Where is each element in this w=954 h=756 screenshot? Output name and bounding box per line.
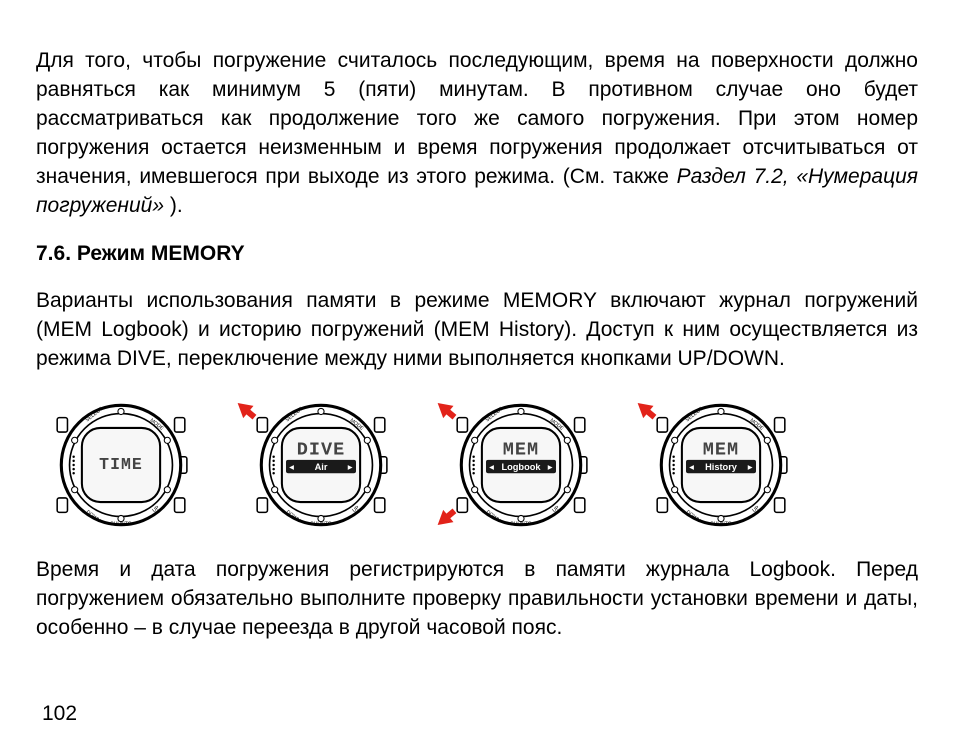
paragraph-1b: ). bbox=[164, 194, 183, 217]
watch-icon: SELECT MODE DOWN UP SUUNTO MEM ◂▸ Histor… bbox=[641, 395, 801, 535]
svg-text:SUUNTO: SUUNTO bbox=[510, 521, 532, 527]
svg-text:History: History bbox=[705, 462, 738, 472]
watch-1: SELECT MODE DOWN UP SUUNTO DIVE ◂▸ Air bbox=[236, 395, 406, 535]
svg-text:SUUNTO: SUUNTO bbox=[110, 521, 132, 527]
section-heading: 7.6. Режим MEMORY bbox=[36, 242, 918, 266]
watch-icon: SELECT MODE DOWN UP SUUNTO DIVE ◂▸ Air bbox=[241, 395, 401, 535]
watch-icon: SELECT MODE DOWN UP SUUNTO MEM ◂▸ Logboo… bbox=[441, 395, 601, 535]
paragraph-1: Для того, чтобы погружение считалось пос… bbox=[36, 47, 918, 221]
svg-text:MEM: MEM bbox=[503, 439, 539, 460]
svg-text:◂: ◂ bbox=[489, 462, 494, 472]
svg-text:Logbook: Logbook bbox=[501, 462, 541, 472]
svg-text:▸: ▸ bbox=[748, 462, 753, 472]
svg-text:◂: ◂ bbox=[689, 462, 694, 472]
svg-text:SUUNTO: SUUNTO bbox=[710, 521, 732, 527]
page-number: 102 bbox=[42, 702, 77, 726]
watch-icon: SELECT MODE DOWN UP SUUNTO TIME bbox=[41, 395, 201, 535]
watch-row: SELECT MODE DOWN UP SUUNTO TIME SELECT M… bbox=[36, 395, 918, 535]
watch-0: SELECT MODE DOWN UP SUUNTO TIME bbox=[36, 395, 206, 535]
svg-text:DIVE: DIVE bbox=[297, 439, 346, 460]
paragraph-2: Варианты использования памяти в режиме M… bbox=[36, 287, 918, 374]
svg-text:Air: Air bbox=[315, 462, 328, 472]
svg-text:▸: ▸ bbox=[348, 462, 353, 472]
svg-text:◂: ◂ bbox=[289, 462, 294, 472]
watch-2: SELECT MODE DOWN UP SUUNTO MEM ◂▸ Logboo… bbox=[436, 395, 606, 535]
svg-text:MEM: MEM bbox=[703, 439, 739, 460]
svg-text:▸: ▸ bbox=[548, 462, 553, 472]
watch-3: SELECT MODE DOWN UP SUUNTO MEM ◂▸ Histor… bbox=[636, 395, 806, 535]
paragraph-3: Время и дата погружения регистрируются в… bbox=[36, 556, 918, 643]
svg-text:SUUNTO: SUUNTO bbox=[310, 521, 332, 527]
svg-text:TIME: TIME bbox=[99, 455, 143, 474]
